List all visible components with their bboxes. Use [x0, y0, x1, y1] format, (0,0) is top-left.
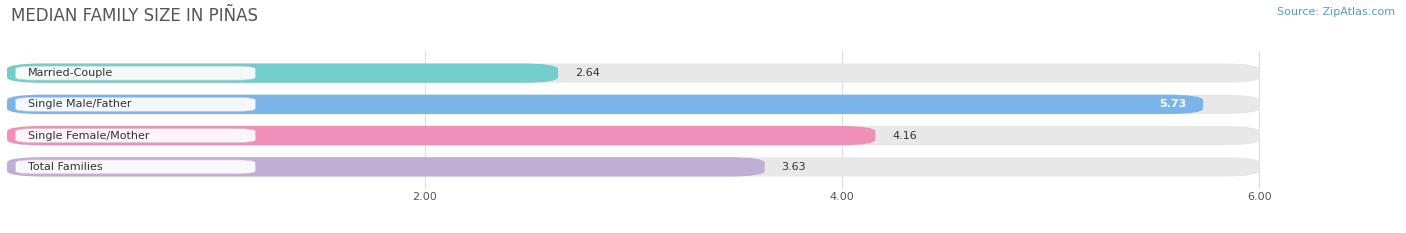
Text: Single Male/Father: Single Male/Father: [28, 99, 131, 109]
FancyBboxPatch shape: [7, 157, 1260, 177]
FancyBboxPatch shape: [7, 126, 876, 145]
FancyBboxPatch shape: [7, 63, 558, 83]
Text: Single Female/Mother: Single Female/Mother: [28, 131, 149, 141]
FancyBboxPatch shape: [7, 95, 1204, 114]
Text: Married-Couple: Married-Couple: [28, 68, 112, 78]
FancyBboxPatch shape: [15, 160, 256, 174]
FancyBboxPatch shape: [7, 95, 1260, 114]
Text: 4.16: 4.16: [891, 131, 917, 141]
FancyBboxPatch shape: [7, 126, 1260, 145]
FancyBboxPatch shape: [7, 63, 1260, 83]
Text: 5.73: 5.73: [1159, 99, 1187, 109]
Text: MEDIAN FAMILY SIZE IN PIÑAS: MEDIAN FAMILY SIZE IN PIÑAS: [11, 7, 259, 25]
FancyBboxPatch shape: [7, 157, 765, 177]
Text: 2.64: 2.64: [575, 68, 600, 78]
Text: Total Families: Total Families: [28, 162, 103, 172]
Text: Source: ZipAtlas.com: Source: ZipAtlas.com: [1277, 7, 1395, 17]
Text: 3.63: 3.63: [782, 162, 806, 172]
FancyBboxPatch shape: [15, 66, 256, 80]
FancyBboxPatch shape: [15, 97, 256, 111]
FancyBboxPatch shape: [15, 129, 256, 143]
